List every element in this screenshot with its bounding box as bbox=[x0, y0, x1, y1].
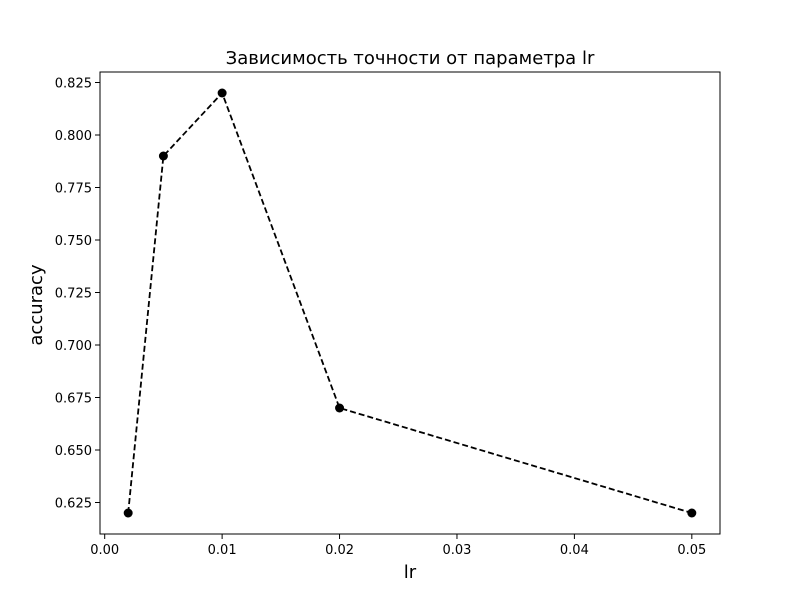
y-tick-label: 0.825 bbox=[55, 77, 92, 92]
data-point bbox=[158, 151, 168, 161]
x-axis-label: lr bbox=[404, 562, 417, 583]
x-tick-label: 0.03 bbox=[442, 543, 471, 558]
x-tick-label: 0.04 bbox=[560, 543, 589, 558]
x-tick-label: 0.00 bbox=[90, 543, 119, 558]
chart-title: Зависимость точности от параметра lr bbox=[226, 48, 595, 69]
data-point bbox=[217, 88, 227, 98]
y-axis-label: accuracy bbox=[26, 264, 47, 346]
y-tick-label: 0.750 bbox=[55, 234, 92, 249]
y-tick-label: 0.725 bbox=[55, 287, 92, 302]
y-axis-ticks: 0.625 0.650 0.675 0.700 0.725 0.750 0.775 0.800… bbox=[55, 77, 100, 512]
series-layer bbox=[123, 88, 697, 518]
y-tick-label: 0.700 bbox=[55, 339, 92, 354]
y-tick-label: 0.625 bbox=[55, 497, 92, 512]
y-tick-label: 0.650 bbox=[55, 444, 92, 459]
x-tick-label: 0.01 bbox=[208, 543, 237, 558]
x-axis-ticks: 0.00 0.01 0.02 0.03 0.04 0.05 bbox=[90, 534, 706, 558]
data-point bbox=[687, 508, 697, 518]
y-tick-label: 0.800 bbox=[55, 129, 92, 144]
y-tick-label: 0.775 bbox=[55, 182, 92, 197]
plot-frame bbox=[99, 71, 721, 535]
x-tick-label: 0.05 bbox=[677, 543, 706, 558]
data-point bbox=[335, 403, 345, 413]
y-tick-label: 0.675 bbox=[55, 392, 92, 407]
data-point bbox=[123, 508, 133, 518]
series-line bbox=[127, 91, 693, 514]
x-tick-label: 0.02 bbox=[325, 543, 354, 558]
